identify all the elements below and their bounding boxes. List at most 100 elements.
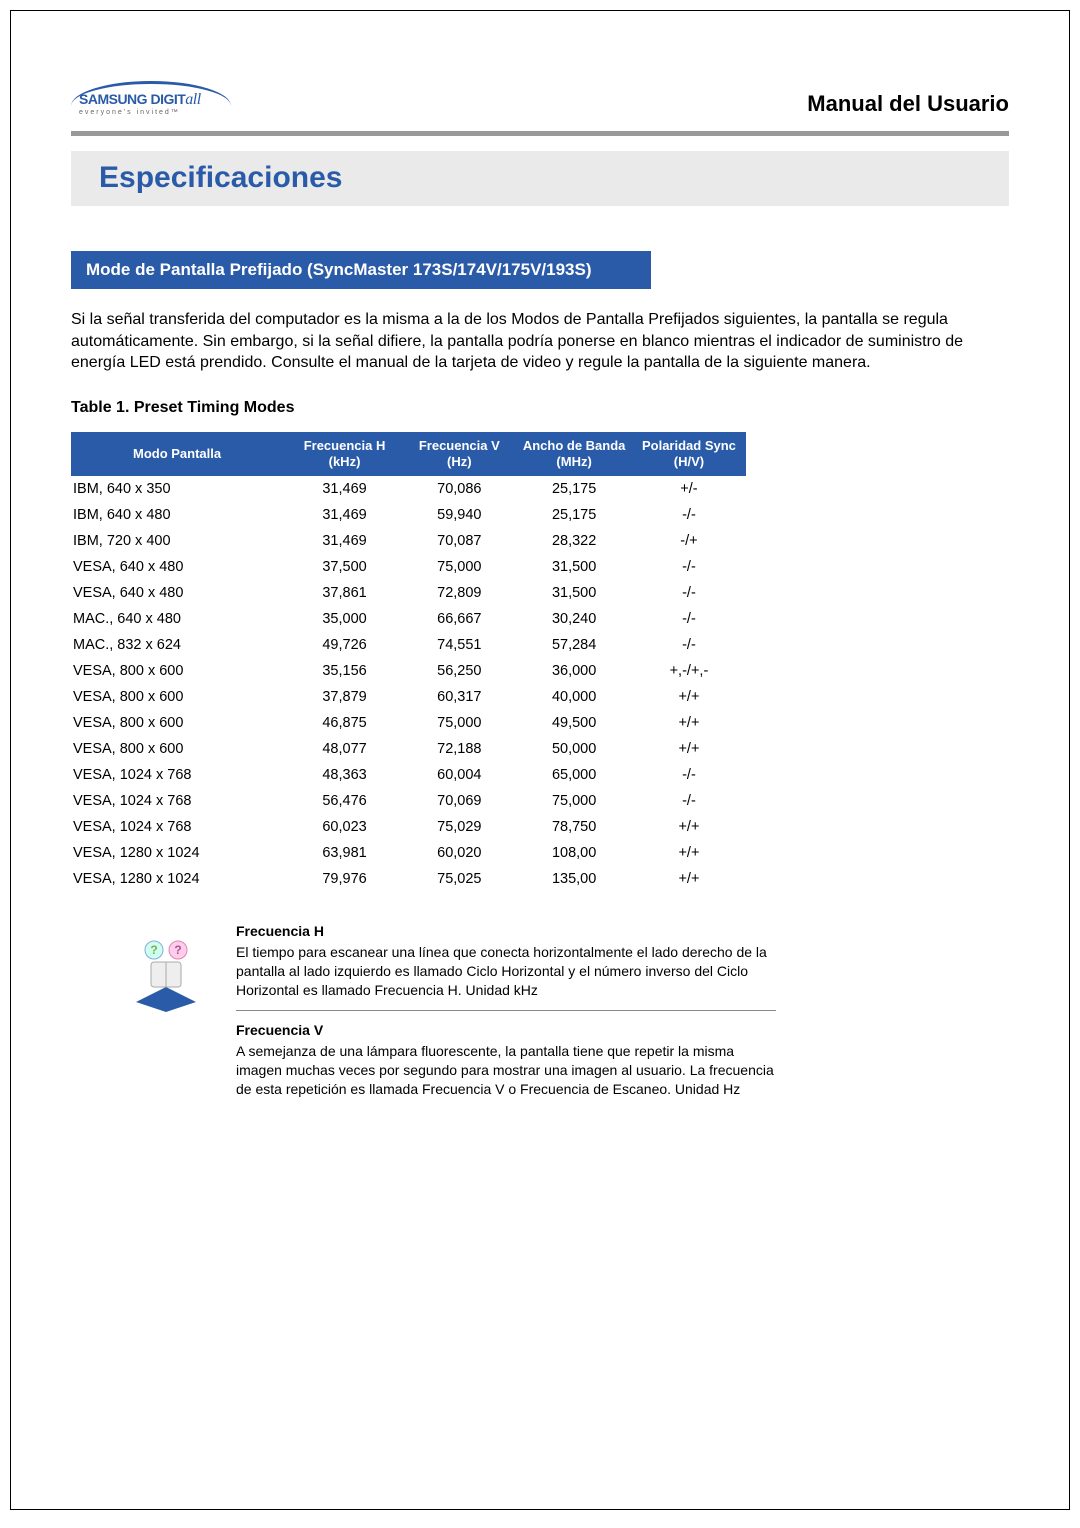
table-cell: VESA, 800 x 600: [71, 658, 287, 684]
table-cell: 35,000: [287, 606, 402, 632]
table-cell: +/+: [632, 736, 747, 762]
logo-tagline: everyone's invited™: [79, 109, 180, 116]
table-cell: IBM, 720 x 400: [71, 528, 287, 554]
table-cell: 31,469: [287, 528, 402, 554]
table-cell: 70,086: [402, 476, 517, 502]
table-cell: 72,188: [402, 736, 517, 762]
table-cell: VESA, 800 x 600: [71, 710, 287, 736]
table-row: IBM, 640 x 35031,46970,08625,175+/-: [71, 476, 746, 502]
table-cell: 49,726: [287, 632, 402, 658]
subsection-title: Mode de Pantalla Prefijado (SyncMaster 1…: [71, 251, 651, 289]
table-cell: +/-: [632, 476, 747, 502]
table-cell: +/+: [632, 866, 747, 892]
manual-title: Manual del Usuario: [807, 91, 1009, 121]
table-cell: -/+: [632, 528, 747, 554]
info-icon: ? ?: [121, 922, 211, 1012]
table-cell: 56,250: [402, 658, 517, 684]
logo-text: SAMSUNG DIGITall: [79, 91, 201, 109]
table-cell: VESA, 640 x 480: [71, 580, 287, 606]
table-cell: IBM, 640 x 350: [71, 476, 287, 502]
table-cell: 31,500: [517, 580, 632, 606]
col-header-freq-v: Frecuencia V(Hz): [402, 432, 517, 477]
table-cell: 31,500: [517, 554, 632, 580]
table-row: VESA, 640 x 48037,86172,80931,500-/-: [71, 580, 746, 606]
table-row: VESA, 1280 x 102479,97675,025135,00+/+: [71, 866, 746, 892]
table-cell: +/+: [632, 814, 747, 840]
table-cell: 75,000: [402, 554, 517, 580]
table-cell: +/+: [632, 710, 747, 736]
table-cell: -/-: [632, 762, 747, 788]
table-cell: +/+: [632, 684, 747, 710]
table-cell: 108,00: [517, 840, 632, 866]
svg-text:?: ?: [150, 943, 157, 957]
table-cell: 70,087: [402, 528, 517, 554]
table-cell: 65,000: [517, 762, 632, 788]
table-cell: VESA, 800 x 600: [71, 736, 287, 762]
table-cell: 25,175: [517, 502, 632, 528]
table-cell: 74,551: [402, 632, 517, 658]
table-row: VESA, 800 x 60046,87575,00049,500+/+: [71, 710, 746, 736]
table-cell: 75,025: [402, 866, 517, 892]
logo-all: all: [185, 91, 200, 108]
header: SAMSUNG DIGITall everyone's invited™ Man…: [71, 81, 1009, 129]
logo-digit: DIGIT: [150, 91, 185, 107]
table-cell: 79,976: [287, 866, 402, 892]
table-cell: 49,500: [517, 710, 632, 736]
table-cell: -/-: [632, 632, 747, 658]
header-divider: [71, 131, 1009, 136]
col-header-polarity: Polaridad Sync(H/V): [632, 432, 747, 477]
table-cell: 28,322: [517, 528, 632, 554]
table-cell: 46,875: [287, 710, 402, 736]
col-header-mode: Modo Pantalla: [71, 432, 287, 477]
table-cell: 135,00: [517, 866, 632, 892]
table-cell: MAC., 832 x 624: [71, 632, 287, 658]
intro-paragraph: Si la señal transferida del computador e…: [71, 309, 1009, 374]
page: SAMSUNG DIGITall everyone's invited™ Man…: [10, 10, 1070, 1510]
table-row: VESA, 1024 x 76848,36360,00465,000-/-: [71, 762, 746, 788]
table-cell: -/-: [632, 580, 747, 606]
table-cell: +,-/+,-: [632, 658, 747, 684]
table-cell: 35,156: [287, 658, 402, 684]
table-cell: 50,000: [517, 736, 632, 762]
table-cell: 75,029: [402, 814, 517, 840]
table-cell: 60,020: [402, 840, 517, 866]
logo-samsung: SAMSUNG: [79, 91, 147, 107]
timing-table: Modo Pantalla Frecuencia H(kHz) Frecuenc…: [71, 432, 746, 893]
table-row: VESA, 1280 x 102463,98160,020108,00+/+: [71, 840, 746, 866]
table-cell: 37,879: [287, 684, 402, 710]
table-cell: IBM, 640 x 480: [71, 502, 287, 528]
table-cell: +/+: [632, 840, 747, 866]
table-cell: 78,750: [517, 814, 632, 840]
table-cell: 37,500: [287, 554, 402, 580]
table-cell: VESA, 1280 x 1024: [71, 866, 287, 892]
table-cell: 66,667: [402, 606, 517, 632]
table-cell: 60,317: [402, 684, 517, 710]
table-body: IBM, 640 x 35031,46970,08625,175+/-IBM, …: [71, 476, 746, 892]
table-cell: 57,284: [517, 632, 632, 658]
table-cell: 31,469: [287, 476, 402, 502]
table-row: VESA, 800 x 60048,07772,18850,000+/+: [71, 736, 746, 762]
table-header-row: Modo Pantalla Frecuencia H(kHz) Frecuenc…: [71, 432, 746, 477]
def-divider: [236, 1010, 776, 1011]
definitions: ? ? Frecuencia H El tiempo para escanear…: [71, 922, 1009, 1108]
table-cell: VESA, 1024 x 768: [71, 788, 287, 814]
table-cell: 60,004: [402, 762, 517, 788]
table-cell: 30,240: [517, 606, 632, 632]
table-row: VESA, 1024 x 76856,47670,06975,000-/-: [71, 788, 746, 814]
definitions-body: Frecuencia H El tiempo para escanear una…: [236, 922, 776, 1108]
table-cell: -/-: [632, 788, 747, 814]
table-cell: 75,000: [402, 710, 517, 736]
freq-v-text: A semejanza de una lámpara fluorescente,…: [236, 1042, 776, 1099]
table-row: MAC., 640 x 48035,00066,66730,240-/-: [71, 606, 746, 632]
table-cell: MAC., 640 x 480: [71, 606, 287, 632]
table-caption: Table 1. Preset Timing Modes: [71, 399, 1009, 417]
table-cell: 70,069: [402, 788, 517, 814]
table-row: VESA, 800 x 60037,87960,31740,000+/+: [71, 684, 746, 710]
col-header-freq-h: Frecuencia H(kHz): [287, 432, 402, 477]
table-cell: VESA, 800 x 600: [71, 684, 287, 710]
table-cell: 36,000: [517, 658, 632, 684]
table-cell: 72,809: [402, 580, 517, 606]
table-row: VESA, 800 x 60035,15656,25036,000+,-/+,-: [71, 658, 746, 684]
table-cell: -/-: [632, 502, 747, 528]
table-row: IBM, 640 x 48031,46959,94025,175-/-: [71, 502, 746, 528]
